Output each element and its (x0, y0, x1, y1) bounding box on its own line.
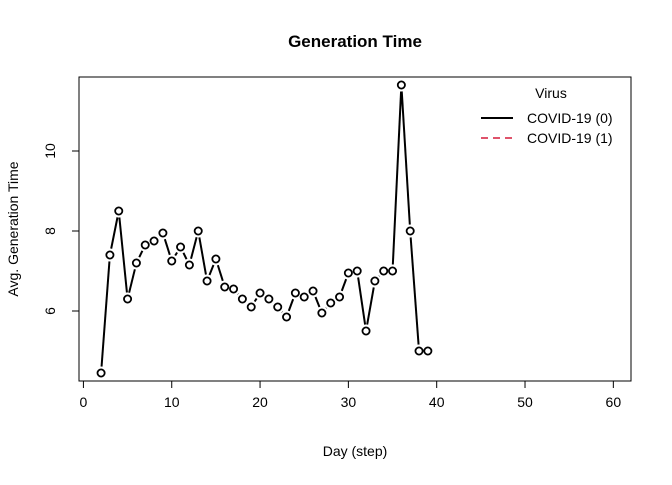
data-point (177, 243, 184, 250)
series-segment (199, 237, 206, 274)
legend-label: COVID-19 (1) (527, 130, 613, 146)
data-point (371, 277, 378, 284)
chart-title: Generation Time (288, 32, 422, 51)
data-point (292, 289, 299, 296)
series-segment (183, 253, 186, 259)
series-segment (367, 287, 374, 324)
data-point (221, 283, 228, 290)
x-tick-label: 10 (164, 394, 180, 410)
series-segment (175, 252, 177, 255)
data-point (318, 309, 325, 316)
data-point (150, 237, 157, 244)
series-segment (342, 279, 346, 291)
series-segment (255, 298, 257, 301)
series-segment (139, 251, 142, 257)
series-segment (119, 217, 127, 292)
data-point (186, 261, 193, 268)
y-axis: 6 8 10 (42, 143, 79, 315)
data-point (327, 299, 334, 306)
data-point (274, 303, 281, 310)
data-point (142, 241, 149, 248)
x-tick-label: 50 (517, 394, 533, 410)
data-point (195, 227, 202, 234)
x-tick-label: 60 (606, 394, 622, 410)
data-point (301, 293, 308, 300)
x-axis: 0 10 20 30 40 50 60 (80, 381, 622, 410)
x-axis-label: Day (step) (323, 443, 388, 459)
series-segment (165, 239, 170, 255)
series-segment (209, 265, 213, 275)
data-point (407, 227, 414, 234)
series-segment (358, 277, 365, 324)
data-point (336, 293, 343, 300)
series-segment (111, 217, 117, 248)
data-point (97, 369, 104, 376)
x-tick-label: 30 (341, 394, 357, 410)
data-point (380, 267, 387, 274)
data-point (345, 269, 352, 276)
data-point (133, 259, 140, 266)
data-point (124, 295, 131, 302)
series-segment (218, 265, 223, 281)
x-tick-label: 0 (80, 394, 88, 410)
data-point (309, 287, 316, 294)
series-segment (191, 237, 197, 258)
series-segment (102, 261, 110, 366)
y-tick-label: 8 (42, 227, 58, 235)
series-segment (315, 297, 319, 307)
data-point (389, 267, 396, 274)
series-segment (129, 269, 135, 292)
data-point (248, 303, 255, 310)
series-group (97, 81, 431, 376)
data-point (283, 313, 290, 320)
data-point (212, 255, 219, 262)
legend-title: Virus (535, 85, 567, 101)
y-tick-label: 6 (42, 307, 58, 315)
data-point (265, 295, 272, 302)
data-point (362, 327, 369, 334)
data-point (415, 347, 422, 354)
series-layer (97, 81, 431, 376)
data-point (115, 207, 122, 214)
legend: Virus COVID-19 (0) COVID-19 (1) (481, 85, 613, 146)
data-point (239, 295, 246, 302)
x-tick-label: 40 (429, 394, 445, 410)
series-segment (411, 237, 419, 344)
data-point (256, 289, 263, 296)
y-axis-label: Avg. Generation Time (5, 161, 21, 296)
y-tick-label: 10 (42, 143, 58, 159)
series-segment (393, 91, 401, 264)
data-point (424, 347, 431, 354)
legend-label: COVID-19 (0) (527, 110, 613, 126)
data-point (354, 267, 361, 274)
series-segment (289, 299, 293, 311)
data-point (159, 229, 166, 236)
data-point (203, 277, 210, 284)
data-point (230, 285, 237, 292)
series-segment (402, 91, 410, 224)
data-point (168, 257, 175, 264)
x-tick-label: 20 (252, 394, 268, 410)
data-point (398, 81, 405, 88)
data-point (106, 251, 113, 258)
